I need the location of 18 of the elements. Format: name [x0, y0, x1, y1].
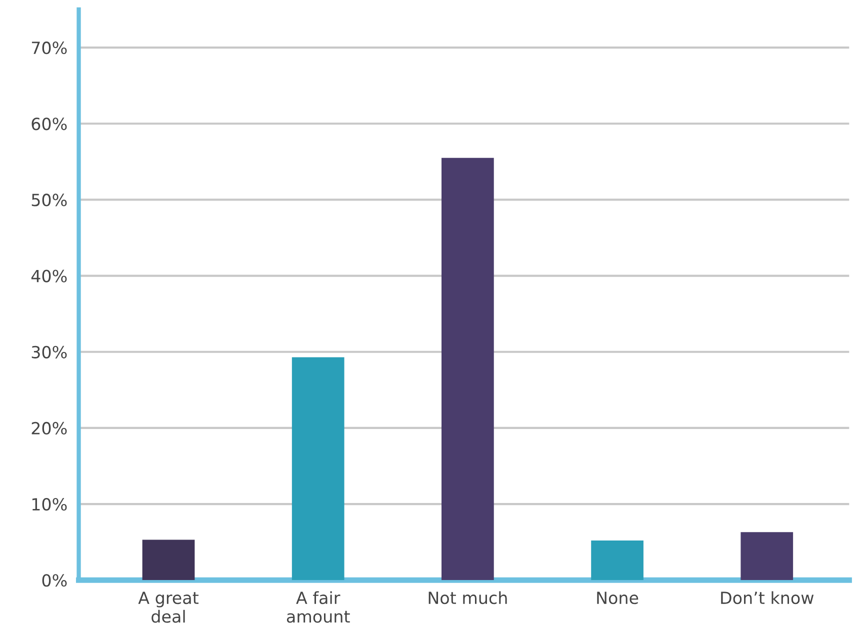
y-tick-label: 0% — [42, 574, 67, 587]
x-tick-label: A great deal — [138, 592, 198, 623]
bar — [740, 532, 794, 580]
x-tick-label: A fair amount — [286, 591, 350, 623]
y-tick-label: 50% — [32, 194, 67, 206]
y-tick-label: 10% — [32, 498, 67, 511]
x-tick-label: Not much — [428, 591, 507, 604]
x-tick-label: Don’t know — [721, 591, 814, 604]
y-tick-label: 70% — [32, 42, 67, 54]
bar — [292, 357, 344, 580]
y-tick-label: 20% — [32, 422, 67, 435]
bar — [442, 158, 494, 580]
y-tick-label: 30% — [32, 346, 67, 358]
x-tick-label: None — [597, 592, 638, 604]
bar — [591, 540, 644, 580]
bar — [142, 540, 195, 580]
y-tick-label: 60% — [32, 118, 67, 130]
y-tick-label: 40% — [31, 270, 67, 282]
